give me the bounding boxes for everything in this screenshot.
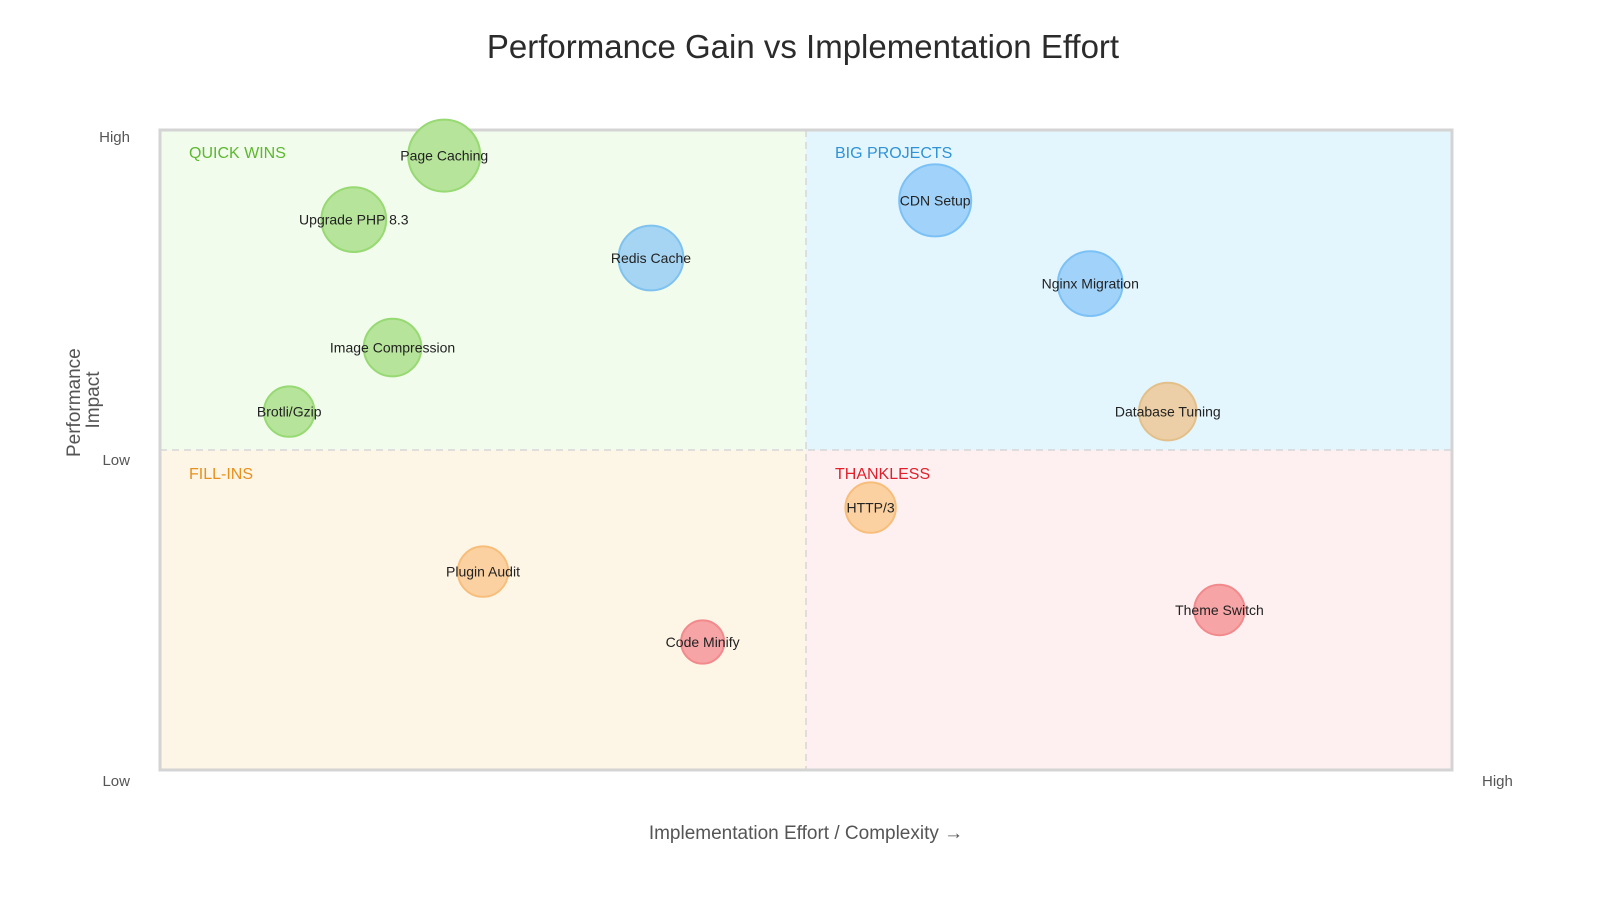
data-points: Page Caching Upgrade PHP 8.3 Redis Cache Im…: [257, 118, 1264, 665]
point-label-code-minify: Code Minify: [666, 634, 740, 650]
bubble-cdn-setup: [898, 163, 973, 238]
bubble-theme-switch: [1193, 583, 1246, 637]
bubble-brotli-gzip: [263, 385, 316, 438]
bubble-image-compression: [362, 317, 423, 378]
y-tick-low: Low: [102, 773, 130, 790]
quadrant-label-big-projects: BIG PROJECTS: [835, 145, 952, 162]
bubble-page-caching: [407, 118, 482, 193]
point-label-theme-switch: Theme Switch: [1175, 602, 1264, 618]
chart-title: Performance Gain vs Implementation Effor…: [487, 28, 1119, 65]
y-tick-mid: Low: [102, 452, 130, 469]
y-axis-label-line-1: Performance: [64, 348, 85, 457]
bubble-code-minify: [680, 619, 726, 665]
y-tick-high: High: [99, 129, 130, 146]
quadrant-label-thankless: THANKLESS: [835, 466, 930, 483]
quadrant-label-fill-ins: FILL-INS: [189, 466, 253, 483]
bubble-plugin-audit: [456, 545, 510, 598]
point-label-cdn-setup: CDN Setup: [900, 192, 971, 208]
point-label-upgrade-php-8-3: Upgrade PHP 8.3: [299, 212, 409, 228]
bubble-redis-cache: [617, 224, 685, 292]
point-label-nginx-migration: Nginx Migration: [1042, 276, 1139, 292]
point-label-page-caching: Page Caching: [400, 148, 488, 164]
bubble-nginx-migration: [1056, 250, 1124, 318]
y-axis-label: Performance Impact: [64, 343, 104, 457]
point-label-image-compression: Image Compression: [330, 340, 455, 356]
point-label-database-tuning: Database Tuning: [1115, 404, 1221, 420]
quadrant-top-left-bg: [160, 130, 806, 450]
quadrant-bottom-right-bg: [806, 450, 1452, 770]
plot-border: [158, 128, 1454, 772]
point-label-http-3: HTTP/3: [846, 500, 894, 516]
y-axis-label-line-2: Impact: [83, 371, 104, 429]
quadrant-label-quick-wins: QUICK WINS: [189, 145, 286, 162]
quadrant-bottom-left-bg: [160, 450, 806, 770]
bubble-http-3: [844, 481, 897, 534]
bubble-database-tuning: [1137, 381, 1198, 442]
x-tick-high: High: [1482, 773, 1513, 790]
point-label-redis-cache: Redis Cache: [611, 250, 691, 266]
bubble-upgrade-php-8-3: [320, 186, 388, 254]
point-label-brotli-gzip: Brotli/Gzip: [257, 404, 322, 420]
point-label-plugin-audit: Plugin Audit: [446, 564, 520, 580]
x-axis-label: Implementation Effort / Complexity →: [649, 823, 963, 844]
